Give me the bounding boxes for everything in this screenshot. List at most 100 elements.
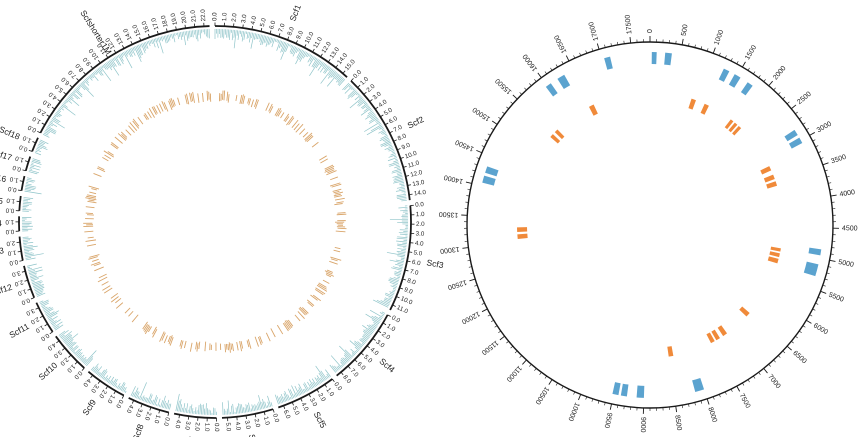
axis-tick-label: 11000: [505, 364, 523, 383]
tick-mark: [18, 189, 22, 192]
minor-tick: [585, 50, 588, 54]
tick-label: 2.0: [253, 418, 262, 428]
feature-mark: [196, 343, 199, 352]
density-bar: [27, 263, 37, 267]
density-bar: [60, 334, 65, 339]
density-bar: [68, 341, 76, 348]
density-bar: [260, 34, 264, 45]
tick-label: 4.0: [414, 240, 424, 248]
density-bar: [396, 250, 406, 254]
scaffold-axis-arc: [350, 80, 411, 201]
inner-feature-ring: [85, 206, 95, 216]
density-bar: [176, 400, 180, 412]
minor-tick: [481, 302, 485, 305]
minor-tick: [567, 388, 570, 392]
tick-label: 0.0: [5, 206, 15, 214]
tick-mark: [254, 413, 257, 418]
density-bar: [78, 355, 82, 359]
density-bar: [344, 349, 353, 358]
density-bar: [319, 63, 327, 73]
tick-label: 9.0: [295, 29, 305, 40]
minor-tick: [490, 319, 494, 323]
density-bar: [153, 38, 156, 43]
feature-mark: [275, 107, 282, 117]
feature-mark: [324, 270, 333, 275]
density-bar: [283, 393, 288, 402]
tick-label: 0.0: [5, 228, 14, 235]
density-bar: [386, 252, 406, 257]
density-bar: [334, 365, 339, 371]
scaffold-label: Scf1: [287, 3, 303, 23]
tick-mark: [139, 37, 142, 41]
feature-mark: [132, 118, 140, 127]
tick-mark: [22, 169, 26, 172]
density-bar: [74, 348, 81, 355]
tick-label: 14.0: [414, 189, 427, 198]
density-bar: [45, 128, 56, 135]
tick-mark: [304, 44, 307, 48]
inner-feature-ring: [159, 331, 187, 349]
density-bar: [360, 107, 372, 116]
density-bar: [374, 315, 382, 321]
outer-density-track: [373, 205, 409, 308]
tick-mark: [27, 288, 31, 291]
density-bar: [391, 150, 395, 152]
tick-mark: [61, 347, 66, 351]
density-bar: [194, 407, 197, 415]
tick-label: 1.0: [385, 323, 396, 334]
axis-tick-label: 12000: [460, 310, 481, 325]
tick-label: 0.0: [332, 381, 343, 393]
density-bar: [384, 294, 393, 299]
outer-block: [788, 137, 803, 149]
feature-mark: [117, 133, 127, 141]
density-bar: [93, 366, 99, 373]
minor-tick: [782, 350, 786, 354]
outer-block: [620, 383, 629, 397]
tick-label: 1.0: [21, 134, 32, 144]
density-bar: [361, 343, 365, 346]
density-bar: [30, 275, 44, 280]
density-bar: [371, 315, 381, 322]
minor-tick: [550, 67, 553, 71]
density-bar: [105, 62, 110, 69]
density-bar: [23, 197, 34, 199]
density-bar: [298, 387, 303, 395]
density-bar: [31, 278, 39, 282]
minor-tick: [799, 330, 802, 333]
minor-tick: [812, 308, 816, 311]
outer-block: [636, 385, 645, 398]
density-bar: [66, 98, 73, 104]
feature-mark: [236, 341, 239, 351]
density-bar: [336, 75, 341, 81]
feature-mark: [280, 112, 285, 119]
density-bar: [178, 399, 182, 412]
genome-axis-circle: [466, 41, 834, 409]
density-bar: [287, 388, 293, 399]
density-bar: [293, 394, 296, 398]
tick-mark: [404, 269, 409, 272]
density-bar: [74, 89, 83, 98]
density-bar: [380, 134, 388, 140]
density-bar: [315, 60, 322, 69]
minor-tick: [730, 58, 733, 62]
feature-mark: [110, 143, 118, 150]
tick-label: 3.0: [41, 98, 53, 109]
density-bar: [29, 274, 37, 277]
density-bar: [109, 376, 115, 384]
density-bar: [90, 366, 95, 371]
tick-label: 9.0: [81, 55, 92, 67]
major-tick: [742, 61, 746, 68]
density-bar: [295, 49, 303, 65]
minor-tick: [824, 169, 828, 172]
tick-label: 0.0: [114, 398, 124, 409]
density-bar: [264, 401, 267, 409]
density-bar: [378, 316, 383, 320]
density-bar: [139, 44, 142, 48]
density-bar: [129, 48, 133, 54]
tick-label: 2.0: [316, 392, 327, 403]
tick-mark: [354, 359, 358, 363]
minor-tick: [487, 133, 491, 136]
inner-block: [688, 98, 696, 110]
density-bar: [94, 71, 98, 75]
